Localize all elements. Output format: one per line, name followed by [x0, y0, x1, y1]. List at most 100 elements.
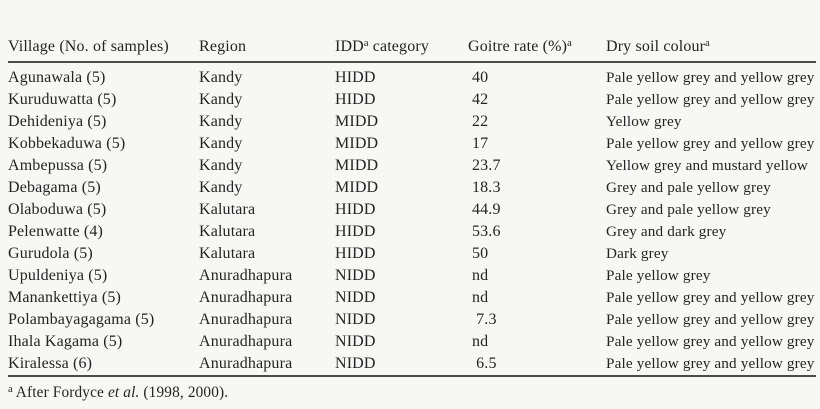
- header-row: Village (No. of samples) Region IDDa cat…: [8, 0, 816, 63]
- cell-region: Kalutara: [199, 223, 256, 240]
- cell-soil-colour: Pale yellow grey and yellow grey: [606, 333, 815, 350]
- table-row: Debagama (5) Kandy MIDD 18.3 Grey and pa…: [8, 177, 816, 199]
- footnote-text-post: (1998, 2000).: [139, 384, 229, 401]
- cell-goitre-rate: 6.5: [472, 355, 497, 372]
- cell-region: Kandy: [199, 91, 243, 108]
- cell-village: Kuruduwatta (5): [8, 91, 117, 108]
- cell-village: Agunawala (5): [8, 69, 106, 86]
- cell-village: Kobbekaduwa (5): [8, 135, 126, 152]
- cell-idd-category: HIDD: [335, 223, 376, 240]
- table-row: Manankettiya (5) Anuradhapura NIDD nd Pa…: [8, 287, 816, 309]
- cell-region: Kandy: [199, 157, 243, 174]
- cell-idd-category: HIDD: [335, 245, 376, 262]
- cell-village: Pelenwatte (4): [8, 223, 103, 240]
- cell-soil-colour: Grey and dark grey: [606, 223, 727, 240]
- cell-village: Polambayagagama (5): [8, 311, 155, 328]
- col-header-label: IDD: [335, 38, 364, 55]
- col-header-label: Goitre rate (%): [468, 38, 568, 55]
- cell-idd-category: MIDD: [335, 113, 379, 130]
- table-row: Ihala Kagama (5) Anuradhapura NIDD nd Pa…: [8, 331, 816, 353]
- cell-idd-category: HIDD: [335, 201, 376, 218]
- cell-soil-colour: Yellow grey and mustard yellow: [606, 157, 809, 174]
- cell-village: Ambepussa (5): [8, 157, 108, 174]
- cell-soil-colour: Pale yellow grey and yellow grey: [606, 311, 815, 328]
- cell-village: Upuldeniya (5): [8, 267, 108, 284]
- table-row: Agunawala (5) Kandy HIDD 40 Pale yellow …: [8, 62, 816, 89]
- table-row: Ambepussa (5) Kandy MIDD 23.7 Yellow gre…: [8, 155, 816, 177]
- cell-region: Anuradhapura: [199, 333, 293, 350]
- cell-region: Anuradhapura: [199, 267, 293, 284]
- table-row: Dehideniya (5) Kandy MIDD 22 Yellow grey: [8, 111, 816, 133]
- cell-goitre-rate: 23.7: [472, 157, 501, 174]
- col-header-label: Village (No. of samples): [8, 38, 169, 55]
- cell-goitre-rate: 7.3: [472, 311, 497, 328]
- cell-soil-colour: Grey and pale yellow grey: [606, 179, 771, 196]
- col-header-label: Dry soil colour: [606, 38, 706, 55]
- village-soil-colour-table: Village (No. of samples) Region IDDa cat…: [8, 0, 816, 377]
- col-header-soil-colour: Dry soil coloura: [606, 0, 816, 63]
- cell-soil-colour: Pale yellow grey and yellow grey: [606, 289, 815, 306]
- col-header-village: Village (No. of samples): [8, 0, 199, 63]
- cell-soil-colour: Pale yellow grey and yellow grey: [606, 91, 815, 108]
- cell-soil-colour: Pale yellow grey and yellow grey: [606, 69, 815, 86]
- col-header-region: Region: [199, 0, 335, 63]
- cell-goitre-rate: 22: [472, 113, 489, 130]
- footnote-marker: a: [567, 38, 572, 49]
- cell-soil-colour: Pale yellow grey: [606, 267, 711, 284]
- cell-idd-category: NIDD: [335, 311, 376, 328]
- cell-idd-category: NIDD: [335, 355, 376, 372]
- cell-soil-colour: Yellow grey: [606, 113, 682, 130]
- col-header-label: Region: [199, 38, 247, 55]
- cell-soil-colour: Pale yellow grey and yellow grey: [606, 135, 815, 152]
- cell-idd-category: NIDD: [335, 289, 376, 306]
- cell-soil-colour: Pale yellow grey and yellow grey: [606, 355, 815, 372]
- cell-soil-colour: Grey and pale yellow grey: [606, 201, 771, 218]
- cell-goitre-rate: nd: [472, 289, 489, 306]
- col-header-goitre-rate: Goitre rate (%)a: [468, 0, 606, 63]
- table-row: Upuldeniya (5) Anuradhapura NIDD nd Pale…: [8, 265, 816, 287]
- table-row: Olaboduwa (5) Kalutara HIDD 44.9 Grey an…: [8, 199, 816, 221]
- table-footnote: a After Fordyce et al. (1998, 2000).: [8, 384, 820, 402]
- col-header-label: category: [368, 38, 429, 55]
- footnote-text-pre: After Fordyce: [12, 384, 108, 401]
- table-row: Kuruduwatta (5) Kandy HIDD 42 Pale yello…: [8, 89, 816, 111]
- cell-village: Gurudola (5): [8, 245, 93, 262]
- cell-region: Kandy: [199, 135, 243, 152]
- cell-goitre-rate: 18.3: [472, 179, 501, 196]
- cell-region: Kalutara: [199, 201, 256, 218]
- cell-soil-colour: Dark grey: [606, 245, 669, 262]
- cell-village: Ihala Kagama (5): [8, 333, 123, 350]
- table-row: Polambayagagama (5) Anuradhapura NIDD 7.…: [8, 309, 816, 331]
- cell-region: Kandy: [199, 113, 243, 130]
- table-row: Kobbekaduwa (5) Kandy MIDD 17 Pale yello…: [8, 133, 816, 155]
- cell-region: Kandy: [199, 69, 243, 86]
- cell-region: Anuradhapura: [199, 311, 293, 328]
- cell-idd-category: NIDD: [335, 267, 376, 284]
- col-header-idd-category: IDDa category: [335, 0, 468, 63]
- cell-goitre-rate: 40: [472, 69, 489, 86]
- footnote-marker: a: [8, 384, 13, 395]
- cell-village: Debagama (5): [8, 179, 101, 196]
- cell-goitre-rate: 53.6: [472, 223, 501, 240]
- cell-village: Manankettiya (5): [8, 289, 122, 306]
- cell-idd-category: HIDD: [335, 91, 376, 108]
- cell-region: Kalutara: [199, 245, 256, 262]
- cell-goitre-rate: 50: [472, 245, 489, 262]
- cell-goitre-rate: nd: [472, 267, 489, 284]
- cell-idd-category: MIDD: [335, 179, 379, 196]
- cell-goitre-rate: 44.9: [472, 201, 501, 218]
- cell-idd-category: NIDD: [335, 333, 376, 350]
- cell-goitre-rate: 42: [472, 91, 489, 108]
- cell-idd-category: MIDD: [335, 135, 379, 152]
- table-row: Kiralessa (6) Anuradhapura NIDD 6.5 Pale…: [8, 353, 816, 376]
- cell-region: Anuradhapura: [199, 355, 293, 372]
- footnote-marker: a: [705, 38, 710, 49]
- cell-region: Anuradhapura: [199, 289, 293, 306]
- cell-idd-category: HIDD: [335, 69, 376, 86]
- footnote-marker: a: [363, 38, 369, 49]
- table-row: Gurudola (5) Kalutara HIDD 50 Dark grey: [8, 243, 816, 265]
- cell-goitre-rate: 17: [472, 135, 489, 152]
- cell-village: Olaboduwa (5): [8, 201, 107, 218]
- footnote-etal-italic: et al.: [107, 384, 140, 401]
